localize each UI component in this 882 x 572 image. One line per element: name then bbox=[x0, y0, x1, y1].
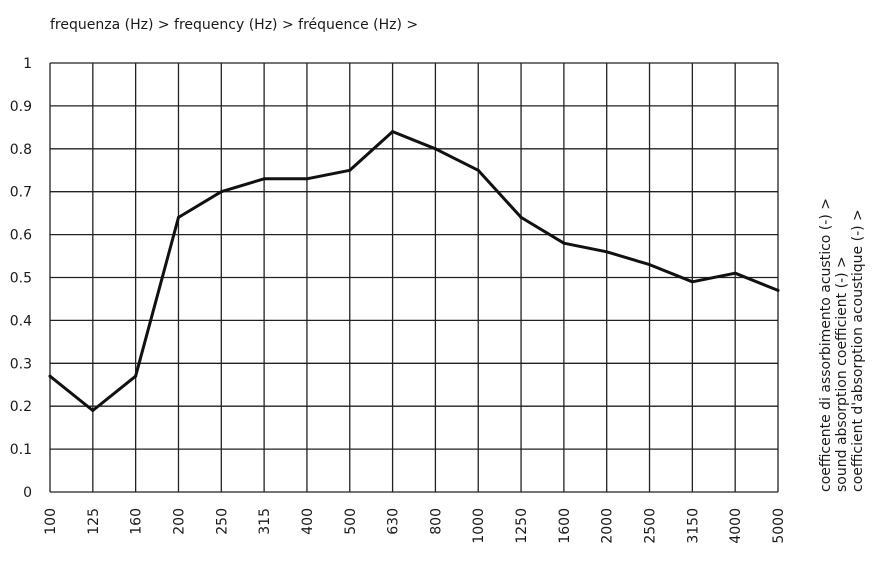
y-axis-label-line-3: coefficient d'absorption acoustique (-) … bbox=[850, 209, 866, 492]
data-point bbox=[605, 250, 609, 254]
x-tick-label: 2000 bbox=[600, 508, 616, 544]
y-tick-label: 0.7 bbox=[10, 185, 32, 201]
y-axis-label: coefficente di assorbimento acustico (-)… bbox=[818, 198, 866, 492]
x-tick-label: 500 bbox=[343, 508, 359, 535]
x-tick-label: 1600 bbox=[557, 508, 573, 544]
x-tick-label: 315 bbox=[257, 508, 273, 535]
x-tick-label: 200 bbox=[171, 508, 187, 535]
data-point bbox=[48, 374, 52, 378]
series-line bbox=[48, 130, 780, 412]
x-tick-label: 800 bbox=[428, 508, 444, 535]
data-point bbox=[433, 147, 437, 151]
data-point bbox=[562, 241, 566, 245]
data-point bbox=[476, 168, 480, 172]
data-point bbox=[305, 177, 309, 181]
data-point bbox=[648, 263, 652, 267]
x-tick-label: 160 bbox=[129, 508, 145, 535]
data-point bbox=[91, 408, 95, 412]
x-axis-label: frequenza (Hz) > frequency (Hz) > fréque… bbox=[50, 17, 418, 33]
series-layer bbox=[48, 130, 780, 412]
x-tick-label: 400 bbox=[300, 508, 316, 535]
data-point bbox=[391, 130, 395, 134]
x-tick-labels: 100 125 160 200 250 315 400 500 630 800 1000 1250 16… bbox=[43, 508, 787, 544]
x-tick-label: 100 bbox=[43, 508, 59, 535]
y-tick-label: 0.5 bbox=[10, 271, 32, 287]
y-tick-label: 0 bbox=[23, 485, 32, 501]
x-tick-label: 2500 bbox=[643, 508, 659, 544]
x-tick-label: 630 bbox=[386, 508, 402, 535]
x-tick-label: 1250 bbox=[514, 508, 530, 544]
x-tick-label: 5000 bbox=[771, 508, 787, 544]
y-tick-label: 0.8 bbox=[10, 142, 32, 158]
y-axis-label-line-1: coefficente di assorbimento acustico (-)… bbox=[818, 198, 834, 492]
x-tick-label: 4000 bbox=[728, 508, 744, 544]
data-point bbox=[733, 271, 737, 275]
y-tick-label: 0.6 bbox=[10, 228, 32, 244]
y-tick-label: 0.2 bbox=[10, 399, 32, 415]
data-point bbox=[262, 177, 266, 181]
y-tick-label: 1 bbox=[23, 56, 32, 72]
data-point bbox=[176, 215, 180, 219]
y-tick-label: 0.4 bbox=[10, 313, 32, 329]
data-point bbox=[519, 215, 523, 219]
y-tick-label: 0.3 bbox=[10, 356, 32, 372]
data-point bbox=[690, 280, 694, 284]
y-axis-label-line-2: sound absorption coefficient (-) > bbox=[834, 256, 850, 492]
x-tick-label: 250 bbox=[214, 508, 230, 535]
grid bbox=[49, 62, 779, 493]
y-tick-label: 0.1 bbox=[10, 442, 32, 458]
y-tick-labels: 0 0.1 0.2 0.3 0.4 0.5 0.6 0.7 0.8 0.9 1 bbox=[10, 56, 32, 501]
data-point bbox=[134, 374, 138, 378]
data-point bbox=[776, 288, 780, 292]
x-tick-label: 3150 bbox=[685, 508, 701, 544]
data-point bbox=[348, 168, 352, 172]
x-tick-label: 1000 bbox=[471, 508, 487, 544]
x-tick-label: 125 bbox=[86, 508, 102, 535]
data-point bbox=[219, 190, 223, 194]
y-tick-label: 0.9 bbox=[10, 99, 32, 115]
